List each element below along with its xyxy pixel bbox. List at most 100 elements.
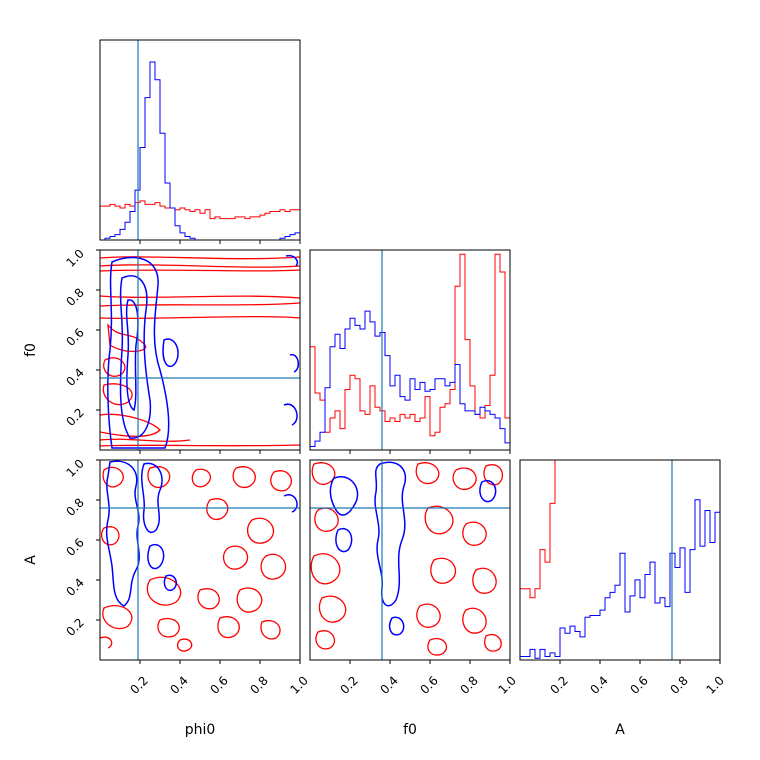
tick-label: 0.8 [63,285,86,308]
contour-line [427,637,447,656]
contour-line [315,630,335,650]
panel-frame [99,459,301,661]
hist-phi0-xticks [139,240,301,244]
tick-label: 0.8 [63,495,86,518]
contour-line [260,553,287,580]
panel-frame [309,459,511,661]
xticklabels-f0: 0.2 0.4 0.6 0.8 1.0 [337,673,518,696]
contour-line [141,462,163,533]
contour-line [100,315,300,320]
contour-line [100,444,300,447]
contour-line [283,494,298,513]
contour-line [147,466,171,489]
contours-blue-A-vs-phi0 [105,460,298,607]
hist-A-blue-series [520,499,720,660]
contour-line [100,269,300,272]
hist-phi0-blue-series [100,61,300,240]
hist-A-frame [519,459,721,661]
contours-red-A-vs-f0 [310,462,503,656]
xticklabels-phi0: 0.2 0.4 0.6 0.8 1.0 [127,673,310,696]
contour-line [462,607,487,634]
tick-label: 1.0 [63,246,86,269]
contour-line [479,479,497,503]
contour-line [147,543,165,570]
xlabel-f0: f0 [403,722,417,738]
tick-label: 1.0 [63,456,86,479]
tick-label: 0.6 [417,673,440,696]
tick-label: 0.2 [63,615,86,638]
tick-label: 0.8 [247,673,270,696]
contour-line [100,438,191,442]
tick-label: 0.4 [587,673,610,696]
tick-label: 0.4 [63,575,86,598]
contour-line [102,383,133,406]
contour-line [223,545,249,570]
contour-line [102,466,124,488]
tick-label: 0.6 [207,673,230,696]
hist-panel-phi0 [99,39,301,244]
contour-line [329,475,359,516]
contour-line [388,616,405,636]
hist-f0-red-series [310,253,510,450]
contour-line [191,468,212,488]
hist-phi0-red-series [100,200,300,240]
contour-line [157,617,180,638]
contour-line [472,567,497,594]
contour-line [100,295,300,299]
panel-frame [99,249,301,451]
contour-line [260,619,281,640]
contour-line [100,636,113,649]
hist-phi0-frame [99,39,301,241]
contour-line [483,464,503,486]
xticks-A [559,660,721,664]
tick-label: 0.8 [457,673,480,696]
tick-label: 0.8 [667,673,690,696]
contour-line [217,616,240,639]
contour-line [424,505,454,535]
hist-f0-blue-series [310,310,510,450]
contour-line [283,403,298,426]
contours-blue-A-vs-f0 [329,461,497,636]
contour-line [100,302,300,307]
tick-label: 0.6 [63,325,86,348]
contour-line [311,462,336,485]
tick-label: 1.0 [287,673,310,696]
contour-line [176,638,193,652]
yticks-A [96,459,100,621]
contour-line [100,413,161,437]
contour-line [374,461,407,607]
contour-line [100,526,120,546]
contour-panel-A-vs-phi0 [96,459,301,664]
xlabel-phi0: phi0 [185,722,216,738]
contour-line [314,507,339,532]
tick-label: 0.2 [547,673,570,696]
contour-line [416,603,441,628]
hist-panel-A [519,459,721,661]
hist-panel-f0 [309,249,511,454]
contour-line [289,353,300,373]
hist-f0-frame [309,249,511,451]
yticklabels-f0: 0.2 0.4 0.6 0.8 1.0 [63,246,86,428]
contour-line [102,605,133,630]
contour-line [270,470,292,492]
contour-line [484,633,502,652]
tick-label: 0.4 [167,673,190,696]
contour-line [206,498,229,521]
contour-line [105,460,140,607]
yticklabels-A: 0.2 0.4 0.6 0.8 1.0 [63,456,86,638]
tick-label: 0.4 [377,673,400,696]
contour-line [415,462,440,485]
tick-label: 1.0 [703,673,726,696]
contour-line [162,338,179,368]
contour-line [163,574,177,592]
yticks-f0 [96,249,100,411]
contour-line [335,527,353,553]
contour-line [318,595,347,623]
tick-label: 1.0 [495,673,518,696]
contours-red-A-vs-phi0 [100,466,292,652]
tick-label: 0.4 [63,365,86,388]
contour-line [107,322,147,353]
contour-panel-A-vs-f0 [309,459,511,664]
xticks-phi0 [139,660,301,664]
